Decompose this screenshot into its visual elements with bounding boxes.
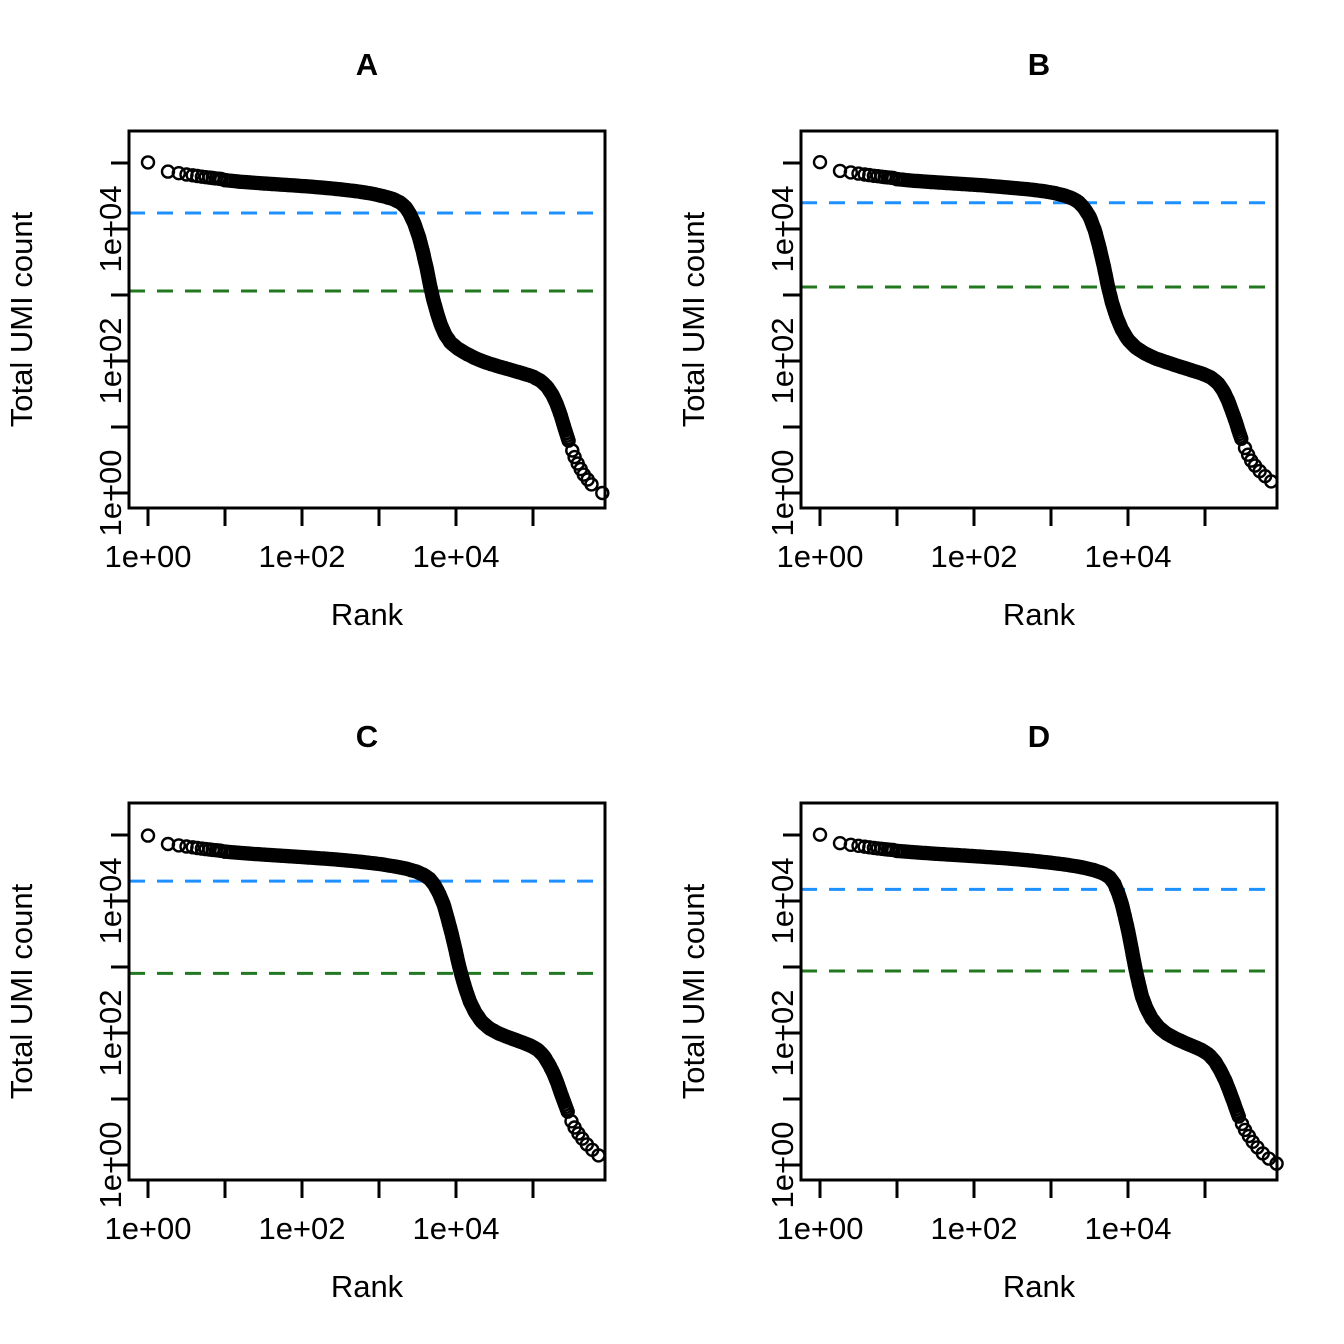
- x-tick-label: 1e+02: [258, 539, 345, 574]
- plot-box: [127, 801, 607, 1182]
- x-axis-label: Rank: [331, 597, 404, 632]
- x-tick-label: 1e+02: [930, 1211, 1017, 1246]
- y-tick-label: 1e+02: [765, 989, 800, 1076]
- y-tick-label: 1e+00: [765, 1121, 800, 1208]
- y-tick-label: 1e+02: [93, 317, 128, 404]
- data-point: [812, 154, 828, 170]
- panel-title: A: [356, 47, 378, 82]
- data-point: [812, 827, 828, 842]
- y-tick-label: 1e+04: [93, 185, 128, 272]
- plot-box: [127, 129, 607, 510]
- panel-a: A 1e+00 1e+02 1e+04 1e+04 1e+02 1e+00 Rank Total…: [4, 47, 610, 632]
- data-point: [595, 485, 610, 501]
- panel-title: B: [1028, 47, 1050, 82]
- x-axis-label: Rank: [1003, 1269, 1076, 1304]
- data-point: [140, 828, 156, 843]
- x-tick-label: 1e+00: [776, 1211, 863, 1246]
- panel-title: D: [1028, 719, 1050, 754]
- x-tick-label: 1e+04: [412, 1211, 499, 1246]
- data-point: [584, 477, 599, 492]
- plot-box: [799, 129, 1279, 510]
- y-tick-label: 1e+04: [765, 185, 800, 272]
- y-axis-label: Total UMI count: [4, 883, 39, 1099]
- data-points: [140, 155, 610, 501]
- y-tick-label: 1e+00: [93, 1121, 128, 1208]
- y-tick-label: 1e+02: [93, 989, 128, 1076]
- x-axis-label: Rank: [331, 1269, 404, 1304]
- data-point: [843, 837, 859, 853]
- data-point: [171, 165, 187, 181]
- data-points: [140, 828, 606, 1163]
- x-tick-label: 1e+04: [412, 539, 499, 574]
- x-axis-label: Rank: [1003, 597, 1076, 632]
- data-point: [565, 443, 580, 458]
- data-points: [812, 827, 1284, 1171]
- panel-c: C 1e+00 1e+02 1e+04 1e+04 1e+02 1e+00 Rank Total…: [4, 719, 607, 1304]
- y-tick-label: 1e+00: [93, 449, 128, 536]
- x-tick-label: 1e+00: [104, 1211, 191, 1246]
- plot-box: [799, 801, 1279, 1182]
- y-tick-label: 1e+04: [765, 857, 800, 944]
- panel-title: C: [356, 719, 378, 754]
- data-points: [812, 154, 1279, 489]
- y-axis-label: Total UMI count: [676, 211, 711, 427]
- data-point: [171, 838, 187, 853]
- x-tick-label: 1e+00: [776, 539, 863, 574]
- y-tick-label: 1e+04: [93, 857, 128, 944]
- data-point: [1231, 1109, 1246, 1124]
- data-point: [140, 155, 156, 170]
- data-point: [843, 165, 859, 180]
- y-axis-label: Total UMI count: [4, 211, 39, 427]
- y-tick-label: 1e+00: [765, 449, 800, 536]
- data-point: [1237, 440, 1253, 456]
- y-tick-label: 1e+02: [765, 317, 800, 404]
- x-tick-label: 1e+02: [930, 539, 1017, 574]
- panel-d: D 1e+00 1e+02 1e+04 1e+04 1e+02 1e+00 Rank Total…: [676, 719, 1284, 1304]
- x-tick-label: 1e+04: [1084, 539, 1171, 574]
- x-tick-label: 1e+00: [104, 539, 191, 574]
- panel-b: B 1e+00 1e+02 1e+04 1e+04 1e+02 1e+00 Rank Total…: [676, 47, 1279, 632]
- x-tick-label: 1e+04: [1084, 1211, 1171, 1246]
- y-axis-label: Total UMI count: [676, 883, 711, 1099]
- x-tick-label: 1e+02: [258, 1211, 345, 1246]
